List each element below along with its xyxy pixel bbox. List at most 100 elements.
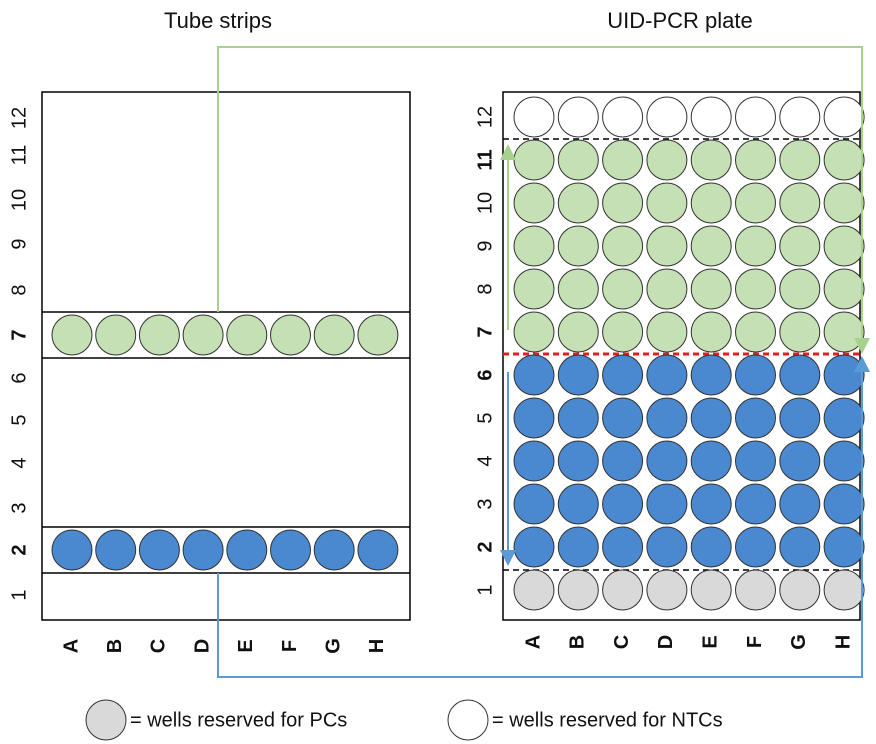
plate-well bbox=[513, 440, 555, 482]
row-label: 8 bbox=[8, 284, 30, 295]
arrows bbox=[217, 46, 870, 678]
column-label: H bbox=[832, 635, 854, 649]
plate-well bbox=[823, 139, 865, 181]
plate-well bbox=[779, 483, 821, 525]
tube-well bbox=[138, 314, 180, 356]
row-label: 11 bbox=[474, 149, 496, 170]
plate-well bbox=[779, 225, 821, 267]
plate-well bbox=[779, 397, 821, 439]
plate-well bbox=[513, 268, 555, 310]
column-label: G bbox=[788, 634, 810, 650]
tube-well bbox=[226, 314, 268, 356]
plate-well bbox=[823, 225, 865, 267]
plate-well bbox=[823, 182, 865, 224]
tube-well bbox=[51, 529, 93, 571]
tube-well bbox=[138, 529, 180, 571]
row-label: 9 bbox=[474, 240, 496, 251]
column-label: F bbox=[279, 640, 301, 652]
column-label: A bbox=[522, 635, 544, 649]
plate-well bbox=[602, 311, 644, 353]
right-title: UID-PCR plate bbox=[607, 8, 752, 33]
plate-well bbox=[690, 354, 732, 396]
tube-well bbox=[226, 529, 268, 571]
row-label: 1 bbox=[474, 584, 496, 595]
plate-well bbox=[779, 569, 821, 611]
plate-well bbox=[602, 569, 644, 611]
tube-well bbox=[182, 314, 224, 356]
row-label: 10 bbox=[8, 189, 30, 211]
plate-well bbox=[690, 440, 732, 482]
plate-well bbox=[646, 483, 688, 525]
row-label: 4 bbox=[8, 457, 30, 468]
plate-well bbox=[690, 225, 732, 267]
plate-well bbox=[602, 354, 644, 396]
left-title: Tube strips bbox=[164, 8, 272, 33]
plate-well bbox=[557, 96, 599, 138]
tube-well bbox=[357, 529, 399, 571]
column-label: B bbox=[104, 639, 126, 653]
tube-well bbox=[95, 314, 137, 356]
row-label: 2 bbox=[474, 541, 496, 552]
plate-well bbox=[823, 483, 865, 525]
legend-ntc: = wells reserved for NTCs bbox=[492, 709, 723, 731]
column-label: F bbox=[744, 636, 766, 648]
plate-well bbox=[735, 526, 776, 568]
plate-well bbox=[602, 96, 644, 138]
plate-well bbox=[823, 268, 865, 310]
tube-well bbox=[51, 314, 93, 356]
plate-well bbox=[779, 139, 821, 181]
tube-well bbox=[95, 529, 137, 571]
plate-well bbox=[690, 483, 732, 525]
column-label: C bbox=[611, 635, 633, 649]
row-label: 8 bbox=[474, 283, 496, 294]
plate-well bbox=[513, 397, 555, 439]
plate-well bbox=[513, 139, 555, 181]
column-label: G bbox=[322, 638, 344, 654]
plate-well bbox=[779, 311, 821, 353]
plate-well bbox=[602, 139, 644, 181]
plate-well bbox=[513, 96, 555, 138]
plate-well bbox=[602, 397, 644, 439]
plate-well bbox=[779, 440, 821, 482]
plate-well bbox=[823, 96, 865, 138]
plate-well bbox=[735, 96, 776, 138]
tube-well bbox=[182, 529, 224, 571]
plate-well bbox=[602, 526, 644, 568]
plate-well bbox=[557, 182, 599, 224]
plate-well bbox=[735, 139, 776, 181]
row-label: 2 bbox=[8, 544, 30, 555]
plate-well bbox=[646, 225, 688, 267]
plate-well bbox=[557, 569, 599, 611]
tube-well bbox=[357, 314, 399, 356]
strip-lines bbox=[42, 311, 410, 574]
row-label: 6 bbox=[8, 372, 30, 383]
plate-well bbox=[646, 96, 688, 138]
tube-well bbox=[313, 314, 355, 356]
column-label: B bbox=[567, 635, 589, 649]
tube-well bbox=[270, 529, 311, 571]
plate-well bbox=[779, 268, 821, 310]
plate-well bbox=[557, 526, 599, 568]
plate-well bbox=[513, 354, 555, 396]
plate-well bbox=[646, 268, 688, 310]
plate-well bbox=[690, 139, 732, 181]
plate-well bbox=[602, 225, 644, 267]
plate-well bbox=[602, 268, 644, 310]
column-label: C bbox=[148, 639, 170, 653]
plate-well bbox=[823, 311, 865, 353]
plate-well bbox=[646, 182, 688, 224]
plate-well bbox=[690, 397, 732, 439]
plate-well bbox=[735, 354, 776, 396]
plate-well bbox=[735, 397, 776, 439]
plate-well bbox=[690, 311, 732, 353]
wells bbox=[51, 96, 865, 611]
plate-well bbox=[513, 182, 555, 224]
plate-well bbox=[513, 483, 555, 525]
plate-well bbox=[823, 397, 865, 439]
legend-pc-swatch bbox=[85, 699, 127, 741]
row-label: 12 bbox=[8, 107, 30, 129]
plate-well bbox=[557, 440, 599, 482]
row-label: 5 bbox=[474, 412, 496, 423]
plate-well bbox=[602, 483, 644, 525]
